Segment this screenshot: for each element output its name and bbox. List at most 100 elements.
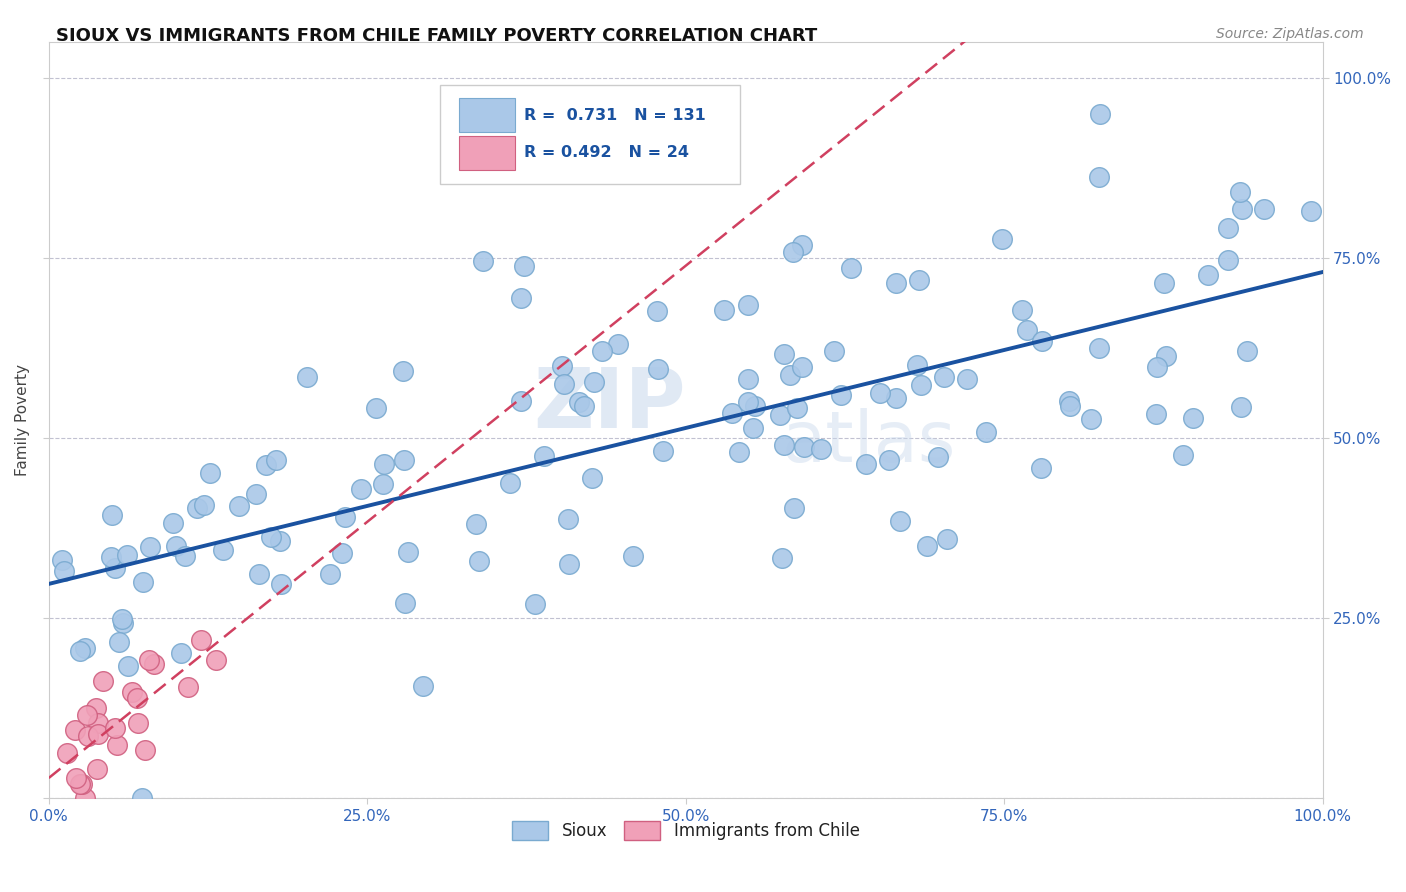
Point	[790, 238, 813, 252]
FancyBboxPatch shape	[458, 136, 515, 169]
Point	[737, 372, 759, 386]
Point	[1218, 252, 1240, 267]
Point	[652, 443, 675, 458]
Point	[295, 370, 318, 384]
Point	[73, 641, 96, 656]
Text: R = 0.492   N = 24: R = 0.492 N = 24	[524, 145, 689, 161]
Point	[606, 336, 628, 351]
Point	[1087, 342, 1109, 356]
Point	[823, 343, 845, 358]
Point	[956, 372, 979, 386]
Point	[101, 508, 124, 523]
FancyBboxPatch shape	[458, 98, 515, 132]
Point	[165, 540, 187, 554]
Point	[509, 291, 531, 305]
Point	[245, 487, 267, 501]
Point	[318, 567, 340, 582]
Point	[104, 561, 127, 575]
Point	[373, 477, 395, 491]
Point	[76, 707, 98, 722]
Point	[110, 611, 132, 625]
Point	[772, 347, 794, 361]
Text: SIOUX VS IMMIGRANTS FROM CHILE FAMILY POVERTY CORRELATION CHART: SIOUX VS IMMIGRANTS FROM CHILE FAMILY PO…	[56, 27, 817, 45]
Point	[908, 273, 931, 287]
Point	[770, 550, 793, 565]
Point	[52, 564, 75, 578]
Point	[936, 533, 959, 547]
Point	[1088, 170, 1111, 185]
Point	[162, 516, 184, 530]
Point	[193, 498, 215, 512]
FancyBboxPatch shape	[440, 85, 741, 184]
Point	[468, 554, 491, 568]
Point	[394, 596, 416, 610]
Point	[138, 653, 160, 667]
Point	[553, 377, 575, 392]
Point	[1059, 399, 1081, 413]
Point	[75, 791, 97, 805]
Point	[581, 471, 603, 485]
Point	[228, 499, 250, 513]
Point	[513, 260, 536, 274]
Point	[260, 530, 283, 544]
Point	[886, 391, 908, 405]
Point	[139, 540, 162, 554]
Point	[264, 453, 287, 467]
Point	[65, 772, 87, 786]
Point	[84, 700, 107, 714]
Point	[568, 395, 591, 409]
Point	[742, 421, 765, 435]
Point	[737, 395, 759, 409]
Point	[855, 458, 877, 472]
Point	[335, 509, 357, 524]
Point	[396, 545, 419, 559]
Text: Source: ZipAtlas.com: Source: ZipAtlas.com	[1216, 27, 1364, 41]
Point	[782, 501, 804, 516]
Point	[1088, 107, 1111, 121]
Point	[1230, 401, 1253, 415]
Point	[269, 533, 291, 548]
Point	[174, 549, 197, 563]
Point	[86, 762, 108, 776]
Point	[557, 512, 579, 526]
Point	[786, 401, 808, 415]
Point	[1057, 393, 1080, 408]
Point	[737, 298, 759, 312]
Point	[247, 567, 270, 582]
Point	[499, 476, 522, 491]
Point	[927, 450, 949, 464]
Point	[121, 685, 143, 699]
Point	[793, 440, 815, 454]
Point	[1229, 185, 1251, 199]
Point	[1011, 303, 1033, 318]
Point	[533, 449, 555, 463]
Point	[270, 577, 292, 591]
Point	[582, 375, 605, 389]
Point	[621, 549, 644, 563]
Point	[117, 659, 139, 673]
Point	[100, 550, 122, 565]
Point	[744, 400, 766, 414]
Point	[198, 466, 221, 480]
Point	[1031, 334, 1053, 348]
Point	[1080, 412, 1102, 426]
Point	[125, 690, 148, 705]
Point	[720, 406, 742, 420]
Point	[330, 546, 353, 560]
Point	[205, 653, 228, 667]
Point	[56, 746, 79, 760]
Point	[1236, 344, 1258, 359]
Point	[1218, 220, 1240, 235]
Text: atlas: atlas	[782, 409, 956, 477]
Point	[839, 261, 862, 276]
Point	[132, 574, 155, 589]
Point	[572, 399, 595, 413]
Point	[86, 716, 108, 731]
Point	[93, 674, 115, 689]
Point	[69, 643, 91, 657]
Point	[1197, 268, 1219, 282]
Point	[889, 514, 911, 528]
Point	[773, 438, 796, 452]
Point	[905, 358, 928, 372]
Point	[509, 393, 531, 408]
